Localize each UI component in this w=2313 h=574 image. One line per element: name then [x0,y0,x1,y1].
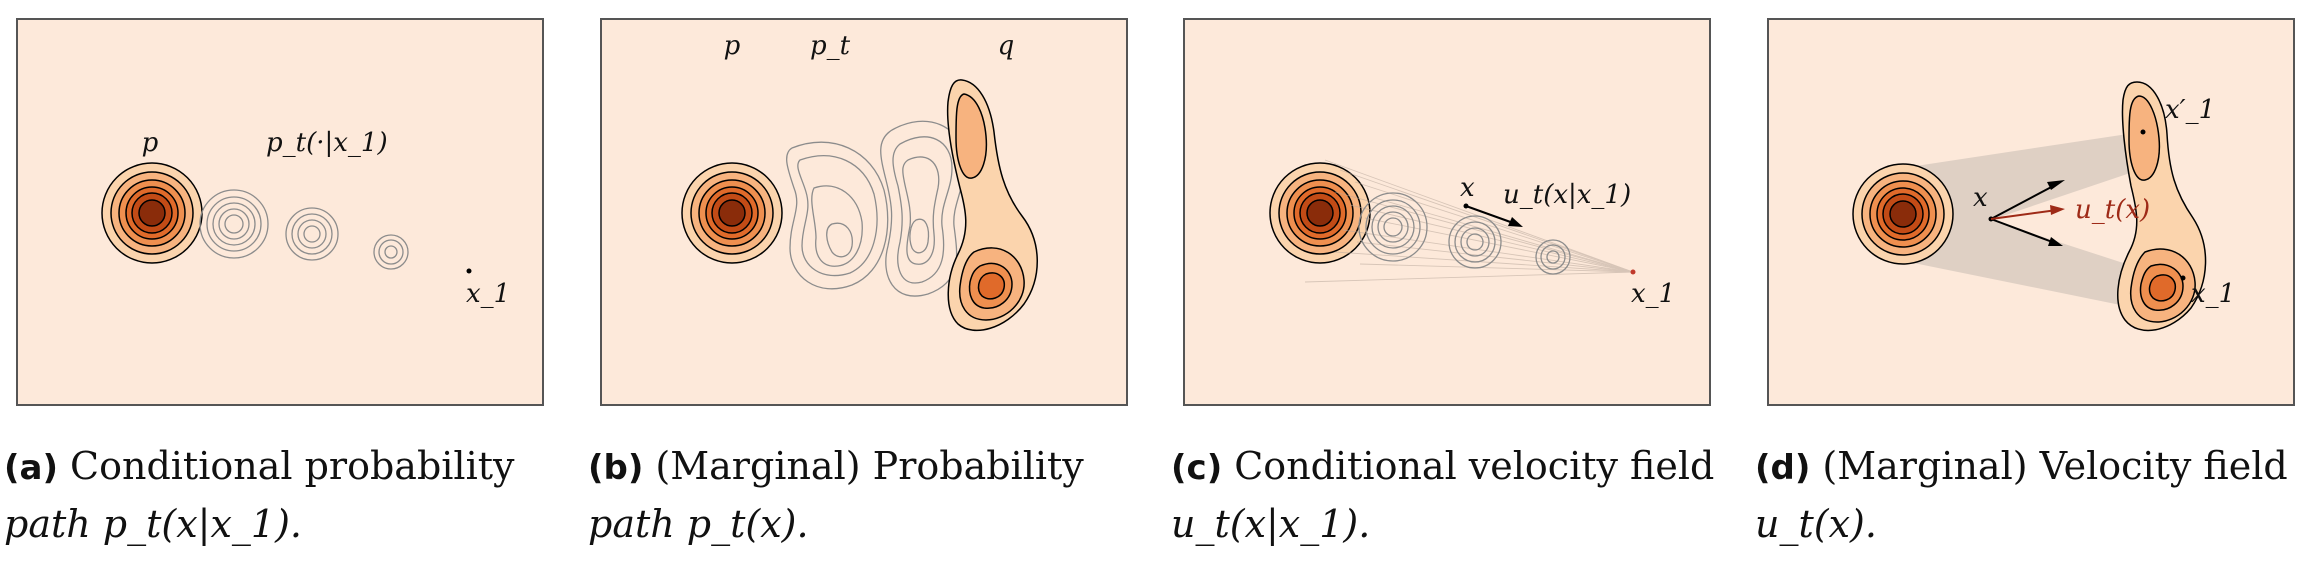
label-x: x [1460,173,1475,203]
marginal-velocity-arrow-head [2050,205,2065,215]
caption-b-math: path p_t(x). [588,502,809,546]
caption-c-tag: (c) [1171,448,1223,488]
marginal-path-contours [786,120,965,297]
caption-c: (c) Conditional velocity field u_t(x|x_1)… [1171,438,1731,552]
label-q: q [998,31,1015,61]
caption-d: (d) (Marginal) Velocity field u_t(x). [1755,438,2313,552]
panel-a: p p_t(·|x_1) x_1 [16,18,544,406]
marginal-flow-cone [1889,132,2151,310]
target-point-x1 [466,268,472,274]
caption-b: (b) (Marginal) Probability path p_t(x). [588,438,1148,552]
caption-b-tag: (b) [588,448,644,488]
label-p: p [142,128,159,158]
caption-c-math: u_t(x|x_1). [1171,502,1371,546]
marginal-velocity-arrow [1990,209,2058,220]
label-x1: x_1 [1631,279,1675,309]
caption-a-tag: (a) [4,448,59,488]
conditional-arrow-upper [1990,183,2058,220]
conditional-path-contours [199,189,409,270]
caption-a-math: path p_t(x|x_1). [4,502,302,546]
caption-d-tag: (d) [1755,448,1811,488]
caption-c-title: Conditional velocity field [1234,444,1715,488]
panel-c: x u_t(x|x_1) x_1 [1183,18,1711,406]
label-ut-conditional: u_t(x|x_1) [1503,180,1631,210]
target-point-x1 [2180,275,2186,281]
conditional-path-contours [1358,192,1571,275]
source-gaussian-p [1852,163,1954,265]
label-x: x [1973,183,1988,213]
caption-d-math: u_t(x). [1755,502,1877,546]
conditional-arrow-lower [1990,218,2056,244]
target-point-x1 [1630,269,1636,275]
panel-b: p p_t q [600,18,1128,406]
panel-d-figure: x u_t(x) x′_1 x_1 [1852,81,2235,332]
label-x1: x_1 [2191,279,2235,309]
label-ut-marginal: u_t(x) [2075,195,2150,225]
velocity-arrow [1465,205,1517,225]
panel-a-figure: p p_t(·|x_1) x_1 [101,128,510,309]
panel-d: x u_t(x) x′_1 x_1 [1767,18,2295,406]
velocity-arrow-head [1508,217,1523,227]
caption-d-title: (Marginal) Velocity field [1822,444,2288,488]
conditional-arrow-lower-head [2048,237,2063,246]
target-distribution-q [2117,81,2207,332]
caption-a: (a) Conditional probability path p_t(x|x_… [4,438,564,552]
label-p: p [724,31,741,61]
label-x1: x_1 [466,279,510,309]
source-gaussian-p [101,162,203,264]
caption-b-title: (Marginal) Probability [655,444,1084,488]
conditional-arrow-upper-head [2047,180,2065,190]
label-pt-conditional: p_t(·|x_1) [266,128,388,158]
target-point-x1-prime [2140,129,2146,135]
target-distribution-q [946,79,1038,332]
caption-a-title: Conditional probability [70,444,515,488]
source-gaussian-p [1269,162,1371,264]
source-gaussian-p [681,162,783,264]
panel-b-figure: p p_t q [681,31,1038,332]
label-pt: p_t [810,31,851,61]
label-x1-prime: x′_1 [2165,95,2215,125]
panel-c-figure: x u_t(x|x_1) x_1 [1269,159,1675,309]
